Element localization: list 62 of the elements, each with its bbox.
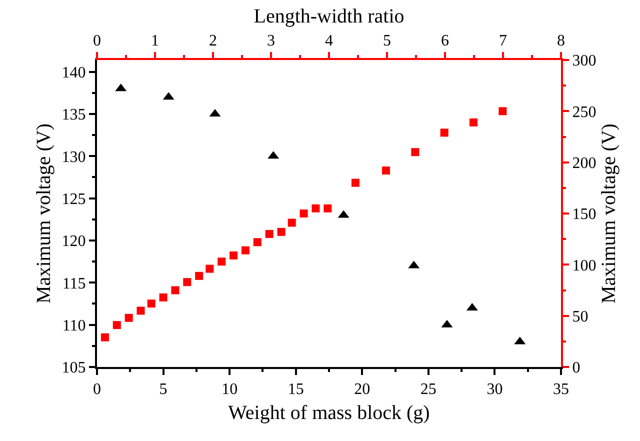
y-tick-label: 105 — [62, 360, 86, 377]
y-tick-label: 110 — [62, 317, 86, 334]
x2-tick-label: 3 — [267, 32, 275, 50]
x-tick-label: 20 — [354, 381, 370, 398]
y-tick-label: 140 — [62, 64, 86, 82]
y2-tick-label: 200 — [572, 154, 596, 172]
point — [300, 210, 308, 218]
x-tick-label: 5 — [159, 381, 168, 398]
point — [265, 230, 274, 238]
point — [147, 300, 156, 308]
point — [324, 204, 332, 212]
x2-tick-label: 2 — [209, 32, 217, 50]
point — [206, 264, 214, 273]
point — [470, 118, 478, 126]
point — [136, 306, 145, 315]
point — [382, 166, 390, 175]
point — [100, 333, 109, 342]
x2-tick-label: 1 — [151, 32, 159, 50]
y-tick-label: 120 — [62, 233, 86, 250]
point — [288, 218, 296, 227]
x2-tick-label: 4 — [325, 32, 333, 50]
point — [218, 258, 226, 266]
x-tick-label: 30 — [486, 381, 503, 398]
point — [498, 107, 507, 116]
y2-tick-label: 250 — [572, 104, 596, 121]
point — [411, 148, 420, 156]
x-axis-title: Weight of mass block (g) — [228, 402, 430, 424]
x-tick-label: 25 — [420, 381, 436, 398]
point — [352, 178, 360, 187]
point — [195, 272, 204, 280]
point — [241, 246, 250, 254]
y-axis-title: Maximum voltage (V) — [32, 124, 55, 304]
x2-tick-label: 5 — [383, 32, 391, 50]
x-tick-label: 35 — [553, 381, 569, 398]
x-tick-label: 10 — [222, 381, 238, 398]
point — [440, 128, 448, 137]
point — [183, 278, 192, 286]
x2-axis-title: Length-width ratio — [254, 6, 404, 28]
point — [312, 204, 320, 212]
y-tick-label: 125 — [62, 190, 86, 208]
x-tick-label: 0 — [93, 381, 101, 398]
x2-tick-label: 7 — [499, 32, 507, 50]
point — [112, 321, 121, 330]
point — [171, 286, 180, 294]
point — [253, 238, 262, 246]
point — [124, 314, 133, 322]
y-tick-label: 130 — [62, 148, 86, 166]
y2-tick-label: 300 — [572, 52, 596, 70]
y2-tick-label: 0 — [572, 360, 580, 377]
y2-tick-label: 50 — [572, 308, 588, 326]
point — [277, 228, 286, 236]
y2-tick-label: 150 — [572, 206, 596, 224]
y-tick-label: 115 — [62, 275, 86, 292]
x-tick-label: 15 — [288, 381, 304, 398]
point — [230, 251, 238, 260]
x2-tick-label: 0 — [93, 32, 101, 50]
y-tick-label: 135 — [62, 106, 86, 124]
x2-tick-label: 6 — [441, 32, 449, 50]
y2-tick-label: 100 — [572, 257, 596, 274]
x2-tick-label: 8 — [557, 32, 565, 50]
y2-axis-title: Maximum voltage (V) — [598, 124, 620, 304]
point — [159, 293, 168, 302]
